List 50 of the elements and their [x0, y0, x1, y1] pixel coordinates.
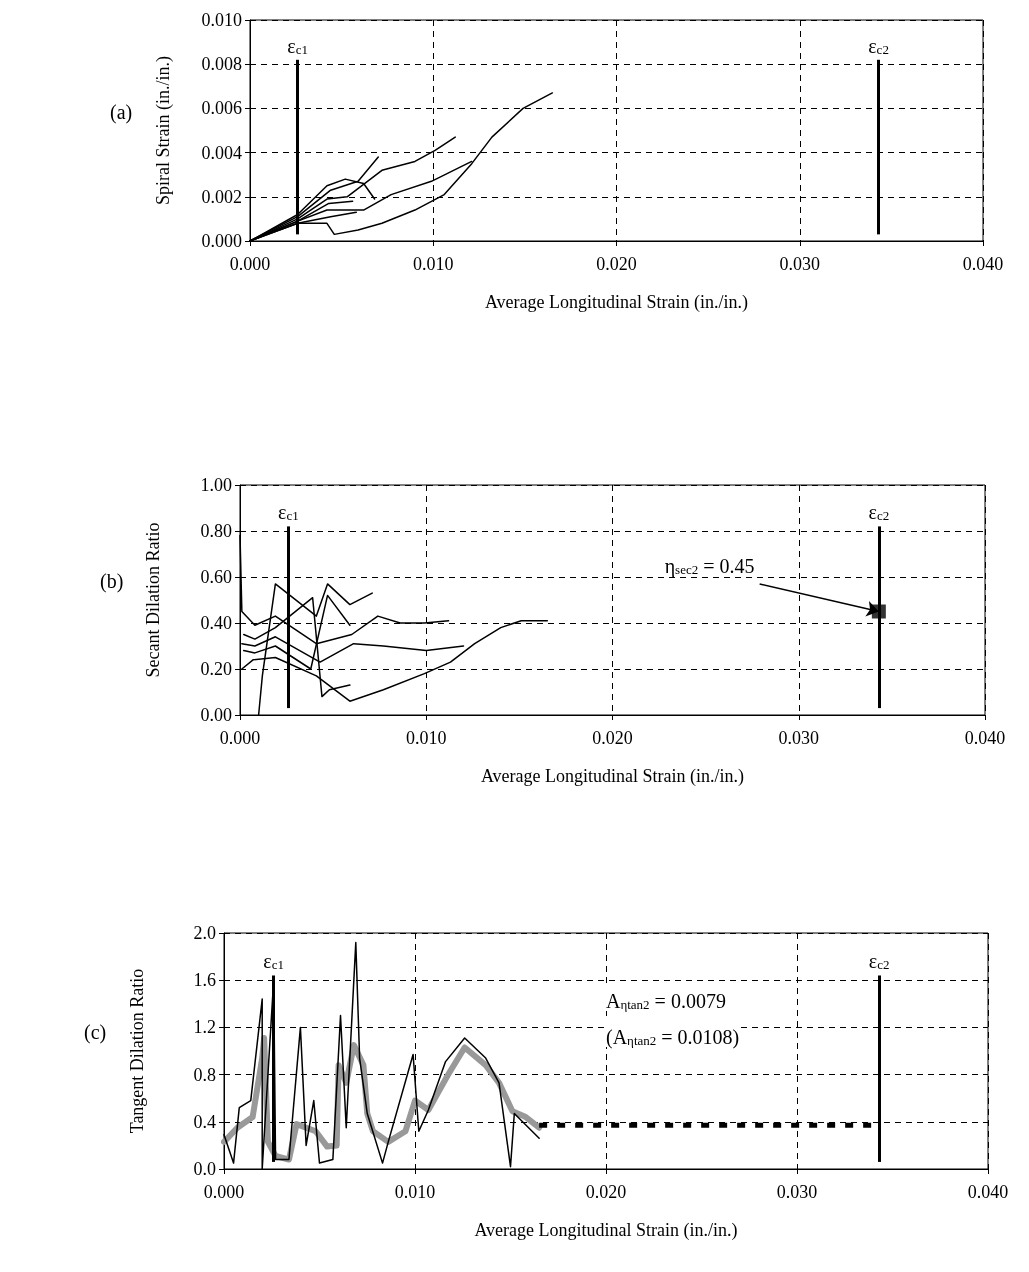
y-tick-label: 0.0	[193, 1159, 216, 1179]
y-tick-label: 0.000	[201, 231, 242, 251]
y-tick-label: 0.40	[200, 613, 232, 633]
x-tick-label: 0.040	[964, 728, 1006, 748]
annotation: (Aηtan2 = 0.0108)	[606, 1026, 740, 1049]
ref-line-label: εc2	[868, 950, 890, 973]
y-tick-label: 0.4	[193, 1111, 216, 1132]
y-tick-label: 0.008	[201, 54, 242, 75]
ref-line-label: εc2	[868, 501, 890, 524]
x-tick-label: 0.000	[219, 728, 261, 748]
y-tick-label: 0.00	[200, 705, 232, 725]
y-tick-label: 0.006	[201, 98, 242, 119]
y-axis-title: Spiral Strain (in./in.)	[153, 56, 174, 205]
x-tick-label: 0.020	[585, 1182, 627, 1202]
y-tick-label: 0.002	[201, 186, 242, 207]
x-tick-label: 0.010	[413, 254, 454, 274]
x-tick-label: 0.030	[779, 254, 820, 274]
y-axis-title: Secant Dilation Ratio	[143, 522, 163, 678]
x-axis-title: Average Longitudinal Strain (in./in.)	[480, 766, 745, 787]
ref-line-label: εc2	[868, 34, 889, 57]
y-tick-label: 0.8	[193, 1064, 216, 1085]
y-tick-label: 0.010	[201, 10, 242, 30]
y-tick-label: 2.0	[193, 923, 216, 943]
y-tick-label: 1.00	[200, 475, 232, 495]
x-tick-label: 0.010	[406, 728, 447, 748]
x-axis-title: Average Longitudinal Strain (in./in.)	[484, 292, 749, 313]
y-tick-label: 1.6	[193, 970, 216, 991]
annotation: ηsec2 = 0.45	[664, 554, 755, 578]
y-tick-label: 1.2	[193, 1017, 216, 1038]
annotation: Aηtan2 = 0.0079	[606, 990, 726, 1012]
x-tick-label: 0.020	[596, 254, 637, 274]
y-tick-label: 0.004	[201, 142, 242, 163]
x-tick-label: 0.020	[592, 728, 633, 748]
text: (b)	[100, 570, 124, 593]
text: (c)	[84, 1021, 107, 1044]
x-tick-label: 0.030	[778, 728, 819, 748]
ref-line-label: εc1	[263, 950, 284, 973]
y-tick-label: 0.60	[200, 567, 232, 587]
ref-line-label: εc1	[287, 34, 308, 57]
y-tick-label: 0.80	[200, 521, 232, 541]
x-tick-label: 0.010	[394, 1182, 436, 1202]
y-tick-label: 0.20	[200, 659, 232, 679]
x-tick-label: 0.000	[229, 254, 271, 274]
x-tick-label: 0.040	[962, 254, 1004, 274]
ref-line-label: εc1	[278, 501, 299, 524]
x-tick-label: 0.030	[776, 1182, 818, 1202]
x-axis-title: Average Longitudinal Strain (in./in.)	[474, 1220, 738, 1241]
text: (a)	[110, 100, 133, 124]
x-tick-label: 0.040	[967, 1182, 1009, 1202]
y-axis-title: Tangent Dilation Ratio	[127, 968, 147, 1134]
